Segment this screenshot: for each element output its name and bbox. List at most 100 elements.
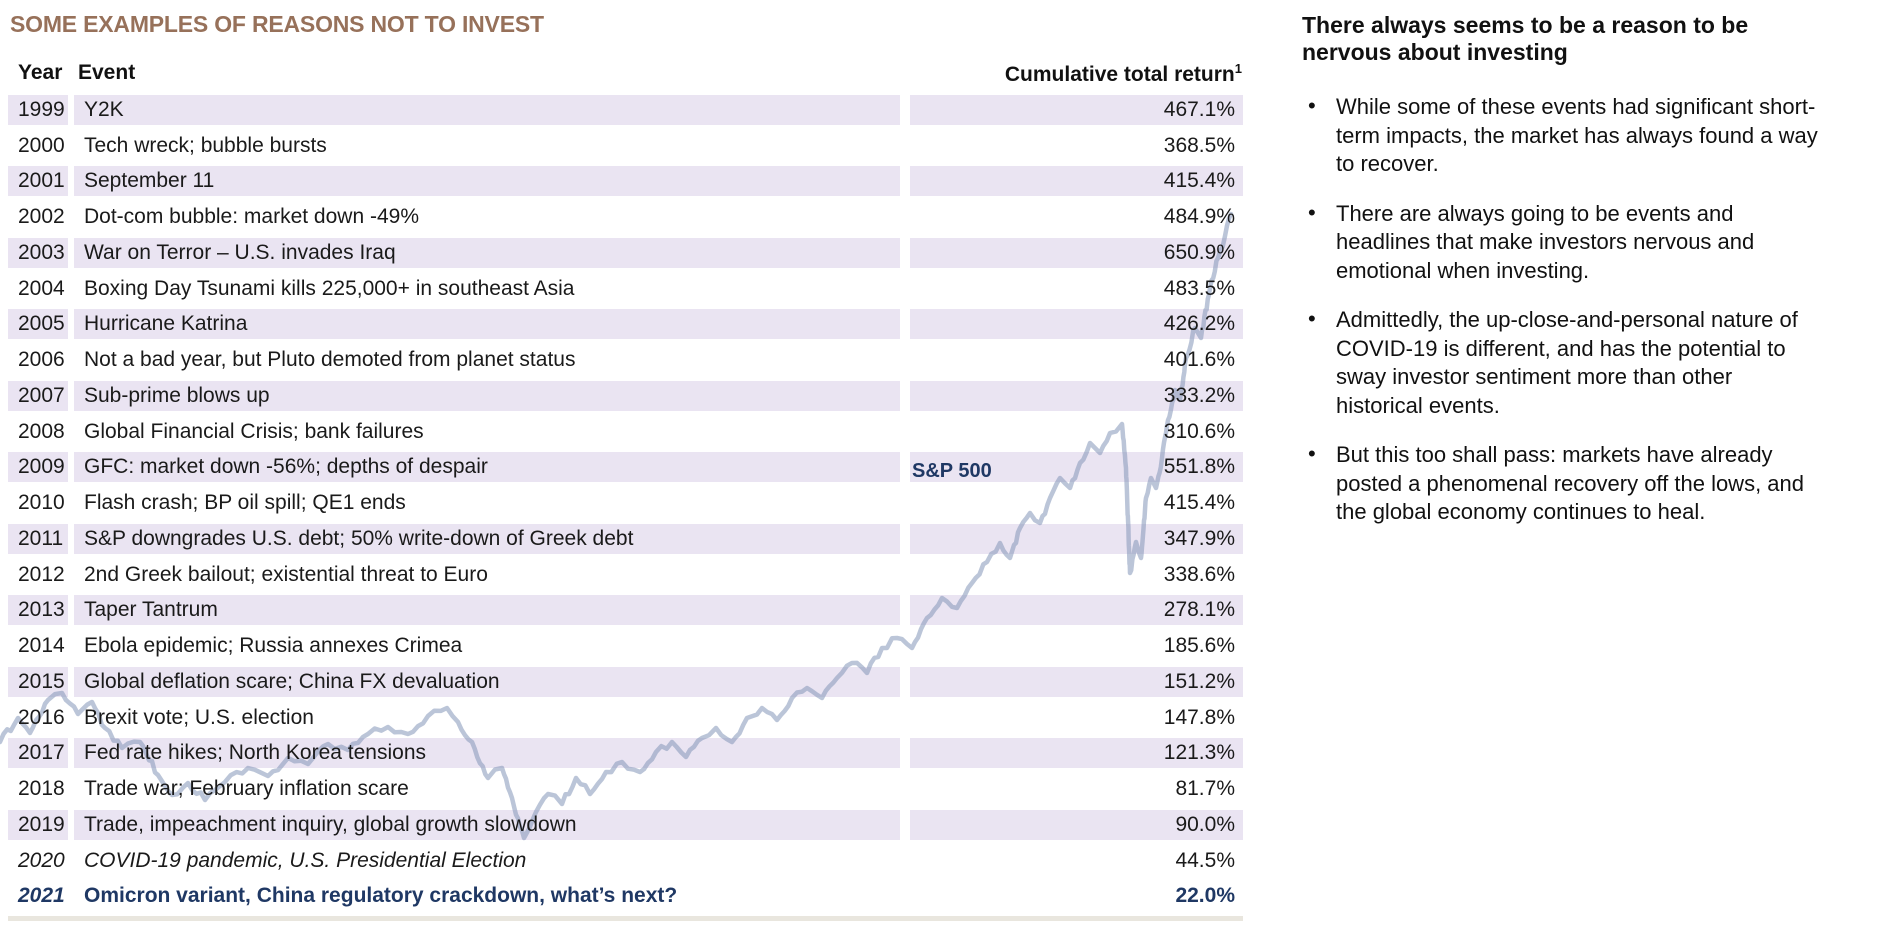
commentary-panel: There always seems to be a reason to be … [1302,12,1882,548]
return-cell: 415.4% [1163,491,1235,515]
event-cell: Brexit vote; U.S. election [84,705,314,729]
event-cell: 2nd Greek bailout; existential threat to… [84,562,488,586]
return-cell: 310.6% [1163,419,1235,443]
bullet-marker: • [1308,441,1316,466]
year-cell: 2014 [18,634,65,658]
event-cell: Global Financial Crisis; bank failures [84,419,424,443]
return-cell: 415.4% [1163,169,1235,193]
year-cell: 2016 [18,705,65,729]
return-cell: 551.8% [1163,455,1235,479]
bullet-item: • But this too shall pass: markets have a… [1302,441,1824,527]
bullet-text: But this too shall pass: markets have al… [1336,442,1805,524]
commentary-bullet-list: • While some of these events had signific… [1302,93,1882,527]
footnote-marker: 1 [1234,61,1242,76]
year-cell: 2021 [18,884,65,908]
table-row: 2011 S&P downgrades U.S. debt; 50% write-… [8,522,1243,558]
event-cell: Sub-prime blows up [84,383,270,407]
year-cell: 2015 [18,669,65,693]
return-cell: 121.3% [1163,741,1235,765]
table-row: 2003 War on Terror – U.S. invades Iraq 650… [8,236,1243,272]
table-row: 2012 2nd Greek bailout; existential threa… [8,558,1243,594]
event-cell: Trade war; February inflation scare [84,777,409,801]
row-stripe [8,166,1243,197]
year-cell: 2010 [18,491,65,515]
return-cell: 278.1% [1163,598,1235,622]
event-cell: Fed rate hikes; North Korea tensions [84,741,427,765]
return-cell: 185.6% [1163,634,1235,658]
event-cell: Hurricane Katrina [84,312,248,336]
return-cell: 483.5% [1163,276,1235,300]
table-row: 2004 Boxing Day Tsunami kills 225,000+ in… [8,272,1243,308]
bullet-item: • While some of these events had signific… [1302,93,1824,179]
commentary-heading: There always seems to be a reason to be … [1302,12,1749,65]
table-row: 2015 Global deflation scare; China FX dev… [8,665,1243,701]
table-row: 2016 Brexit vote; U.S. election 147.8% [8,701,1243,737]
return-cell: 401.6% [1163,348,1235,372]
table-bottom-rule [8,916,1243,921]
table-row: 2001 September 11 415.4% [8,164,1243,200]
year-cell: 2007 [18,383,65,407]
return-cell: 347.9% [1163,526,1235,550]
table-row: 2018 Trade war; February inflation scare 8… [8,772,1243,808]
event-cell: Y2K [84,98,124,121]
bullet-item: • Admittedly, the up-close-and-personal n… [1302,306,1824,420]
event-cell: September 11 [84,169,215,193]
return-cell: 22.0% [1175,884,1235,908]
return-cell: 650.9% [1163,240,1235,264]
year-cell: 2019 [18,812,65,836]
bullet-text: Admittedly, the up-close-and-personal na… [1336,307,1798,418]
year-cell: 2003 [18,240,65,264]
event-cell: Ebola epidemic; Russia annexes Crimea [84,634,463,658]
row-stripe [8,95,1243,125]
return-cell: 467.1% [1163,98,1235,121]
year-cell: 2017 [18,741,65,765]
table-row: 2013 Taper Tantrum 278.1% [8,593,1243,629]
bullet-text: There are always going to be events and … [1336,200,1755,283]
return-cell: 484.9% [1163,205,1235,229]
return-cell: 44.5% [1175,848,1235,872]
table-row: 2014 Ebola epidemic; Russia annexes Crime… [8,629,1243,665]
year-cell: 2006 [18,348,65,372]
year-cell: 2000 [18,133,65,157]
sp500-label: S&P 500 [912,460,992,482]
col-header-event: Event [78,61,136,84]
bullet-item: • There are always going to be events and… [1302,200,1824,286]
event-cell: Flash crash; BP oil spill; QE1 ends [84,491,406,515]
bullet-marker: • [1308,93,1316,118]
event-cell: Boxing Day Tsunami kills 225,000+ in sou… [84,276,575,300]
year-cell: 2002 [18,205,65,229]
page-title: SOME EXAMPLES OF REASONS NOT TO INVEST [10,11,544,37]
return-cell: 333.2% [1163,383,1235,407]
col-header-year: Year [18,61,63,84]
bullet-marker: • [1308,306,1316,331]
event-cell: War on Terror – U.S. invades Iraq [84,240,396,264]
col-header-return: Cumulative total return1 [1005,61,1242,87]
table-row: 2007 Sub-prime blows up 333.2% [8,379,1243,415]
col-header-return-text: Cumulative total return [1004,63,1235,86]
year-cell: 2005 [18,312,65,336]
table-row: 2017 Fed rate hikes; North Korea tensions… [8,736,1243,772]
bullet-text: While some of these events had significa… [1336,94,1818,176]
table-row: 2021 Omicron variant, China regulatory cr… [8,879,1243,915]
return-cell: 90.0% [1175,812,1235,836]
table-row: 2008 Global Financial Crisis; bank failur… [8,415,1243,451]
year-cell: 2008 [18,419,65,443]
event-cell: Omicron variant, China regulatory crackd… [84,884,678,908]
return-cell: 151.2% [1163,669,1235,693]
table-row: 2005 Hurricane Katrina 426.2% [8,307,1243,343]
year-cell: 2012 [18,562,65,586]
table-row: 1999 Y2K 467.1% [8,93,1243,129]
year-cell: 2013 [18,598,65,622]
table-row: 2010 Flash crash; BP oil spill; QE1 ends 4… [8,486,1243,522]
return-cell: 147.8% [1163,705,1235,729]
year-cell: 2001 [18,169,65,193]
table-row: 2019 Trade, impeachment inquiry, global g… [8,808,1243,844]
event-cell: Taper Tantrum [84,598,218,622]
table-row: 2002 Dot-com bubble: market down -49% 484.… [8,200,1243,236]
year-cell: 2011 [18,526,64,550]
return-cell: 81.7% [1175,777,1235,801]
event-cell: S&P downgrades U.S. debt; 50% write-down… [84,526,634,550]
event-cell: Global deflation scare; China FX devalua… [84,669,500,693]
table-row: 2009 GFC: market down -56%; depths of des… [8,450,1243,486]
event-cell: Tech wreck; bubble bursts [84,133,327,157]
